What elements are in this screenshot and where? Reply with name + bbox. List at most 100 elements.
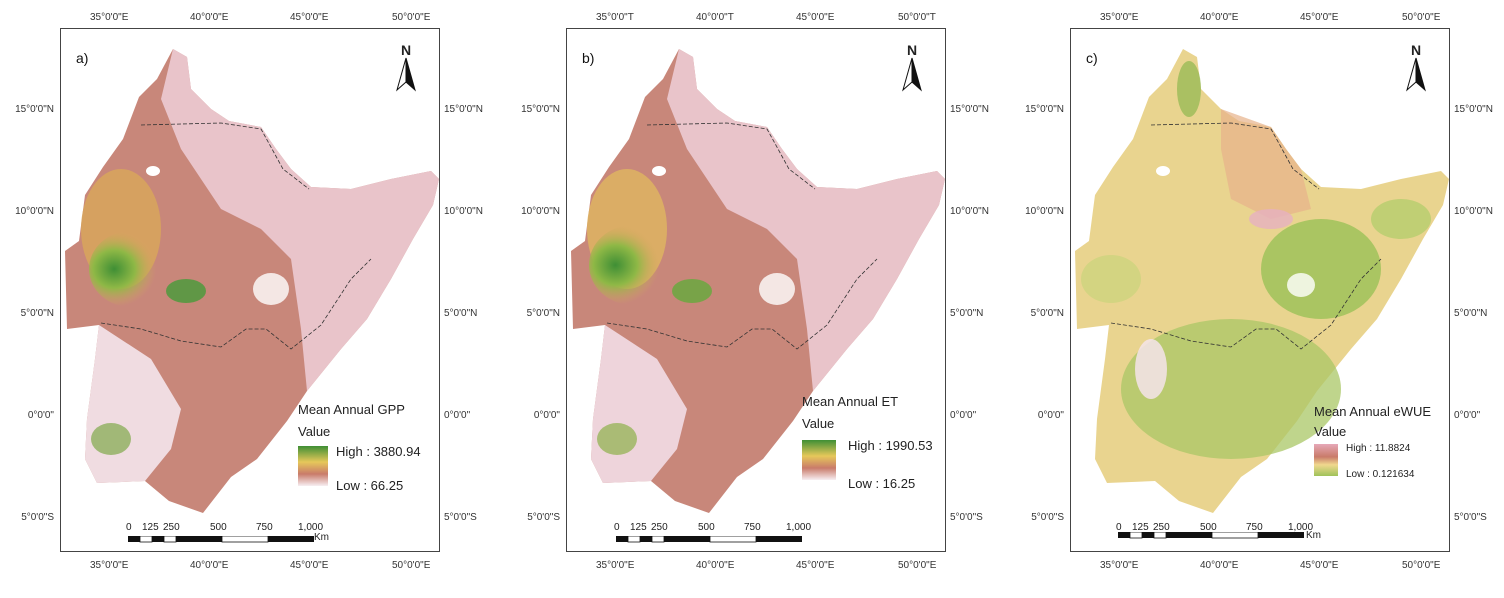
mid-value-area bbox=[1081, 255, 1141, 303]
mid-value-area bbox=[91, 423, 131, 455]
lat-right-label: 10°0'0"N bbox=[1454, 206, 1493, 217]
map-panel-b: 35°0'0"T 40°0'0"T 45°0'0"E 50°0'0"T 15°0… bbox=[506, 0, 989, 598]
low-value-area bbox=[1287, 273, 1315, 297]
panel-letter: c) bbox=[1086, 50, 1098, 66]
panel-letter: a) bbox=[76, 50, 89, 66]
lon-bottom-label: 35°0'0"E bbox=[90, 560, 129, 571]
lat-left-label: 5°0'0"N bbox=[1030, 308, 1064, 319]
lat-left-label: 5°0'0"S bbox=[1031, 512, 1064, 523]
north-arrow-icon: N bbox=[393, 42, 419, 96]
lat-right-label: 5°0'0"N bbox=[950, 308, 984, 319]
lon-bottom-label: 40°0'0"E bbox=[190, 560, 229, 571]
horn-of-africa-map bbox=[1075, 49, 1449, 513]
green-to-pink-ramp-icon bbox=[298, 446, 328, 486]
lon-top-label: 40°0'0"T bbox=[696, 12, 734, 23]
lat-left-label: 15°0'0"N bbox=[15, 104, 54, 115]
lake-tana bbox=[652, 166, 666, 176]
green-to-pink-ramp-icon bbox=[802, 440, 836, 480]
legend-low: Low : 16.25 bbox=[848, 476, 916, 491]
lat-left-label: 5°0'0"S bbox=[21, 512, 54, 523]
lon-top-label: 35°0'0"E bbox=[1100, 12, 1139, 23]
lat-right-label: 5°0'0"S bbox=[950, 512, 983, 523]
legend-title: Mean Annual GPP bbox=[298, 402, 405, 417]
map-frame bbox=[1070, 28, 1450, 552]
lon-bottom-label: 45°0'0"E bbox=[290, 560, 329, 571]
lon-top-label: 40°0'0"E bbox=[190, 12, 229, 23]
lat-left-label: 15°0'0"N bbox=[521, 104, 560, 115]
horn-of-africa-map bbox=[571, 49, 945, 513]
low-value-area bbox=[1135, 339, 1167, 399]
low-value-area bbox=[161, 49, 439, 391]
border-line bbox=[606, 258, 878, 350]
pink-to-green-ramp-icon bbox=[1314, 444, 1338, 476]
lat-right-label: 15°0'0"N bbox=[444, 104, 483, 115]
border-line bbox=[140, 122, 310, 190]
lon-bottom-label: 40°0'0"E bbox=[696, 560, 735, 571]
legend-low: Low : 0.121634 bbox=[1346, 469, 1415, 480]
border-line bbox=[1150, 122, 1320, 190]
lon-bottom-label: 50°0'0"E bbox=[392, 560, 431, 571]
high-value-area bbox=[89, 231, 173, 307]
low-value-area bbox=[253, 273, 289, 305]
lon-top-label: 40°0'0"E bbox=[1200, 12, 1239, 23]
lat-left-label: 5°0'0"S bbox=[527, 512, 560, 523]
border-line bbox=[1110, 258, 1382, 350]
lat-right-label: 10°0'0"N bbox=[444, 206, 483, 217]
lon-top-label: 50°0'0"T bbox=[898, 12, 936, 23]
panel-letter: b) bbox=[582, 50, 595, 66]
lat-left-label: 10°0'0"N bbox=[15, 206, 54, 217]
lon-top-label: 45°0'0"E bbox=[1300, 12, 1339, 23]
lat-left-label: 0°0'0" bbox=[533, 410, 560, 421]
high-value-area bbox=[1177, 61, 1201, 117]
mid-value-area bbox=[1371, 199, 1431, 239]
high-value-area bbox=[672, 279, 712, 303]
lat-right-label: 0°0'0" bbox=[444, 410, 471, 421]
lon-top-label: 50°0'0"E bbox=[1402, 12, 1441, 23]
high-value-area bbox=[166, 279, 206, 303]
lon-bottom-label: 45°0'0"E bbox=[1300, 560, 1339, 571]
lat-left-label: 0°0'0" bbox=[1037, 410, 1064, 421]
lat-right-label: 10°0'0"N bbox=[950, 206, 989, 217]
lon-top-label: 45°0'0"E bbox=[796, 12, 835, 23]
lat-right-label: 15°0'0"N bbox=[1454, 104, 1493, 115]
lon-bottom-label: 40°0'0"E bbox=[1200, 560, 1239, 571]
legend-high: High : 3880.94 bbox=[336, 444, 421, 459]
legend-title: Mean Annual eWUE bbox=[1314, 404, 1432, 419]
north-arrow-icon: N bbox=[899, 42, 925, 96]
lat-left-label: 0°0'0" bbox=[27, 410, 54, 421]
lat-right-label: 5°0'0"S bbox=[1454, 512, 1487, 523]
lat-left-label: 10°0'0"N bbox=[521, 206, 560, 217]
lon-bottom-label: 35°0'0"E bbox=[1100, 560, 1139, 571]
border-line bbox=[100, 258, 372, 350]
lat-left-label: 5°0'0"N bbox=[526, 308, 560, 319]
legend-title: Mean Annual ET bbox=[802, 394, 899, 409]
lat-right-label: 5°0'0"S bbox=[444, 512, 477, 523]
horn-of-africa-map bbox=[65, 49, 439, 513]
legend-subtitle: Value bbox=[1314, 424, 1347, 439]
low-value-area bbox=[667, 49, 945, 391]
legend-high: High : 11.8824 bbox=[1346, 443, 1411, 454]
legend-high: High : 1990.53 bbox=[848, 438, 933, 453]
north-arrow-icon: N bbox=[1403, 42, 1429, 96]
lat-right-label: 5°0'0"N bbox=[444, 308, 478, 319]
low-value-area bbox=[759, 273, 795, 305]
lat-right-label: 15°0'0"N bbox=[950, 104, 989, 115]
lake-tana bbox=[1156, 166, 1170, 176]
low-value-area bbox=[1221, 109, 1311, 219]
lat-right-label: 0°0'0" bbox=[950, 410, 977, 421]
high-value-area bbox=[1261, 219, 1381, 319]
lat-right-label: 0°0'0" bbox=[1454, 410, 1481, 421]
low-value-area bbox=[1249, 209, 1293, 229]
high-value-area bbox=[589, 225, 677, 305]
legend-subtitle: Value bbox=[802, 416, 835, 431]
map-frame bbox=[60, 28, 440, 552]
lon-bottom-label: 35°0'0"E bbox=[596, 560, 635, 571]
mid-value-area bbox=[597, 423, 637, 455]
lat-left-label: 15°0'0"N bbox=[1025, 104, 1064, 115]
legend-subtitle: Value bbox=[298, 424, 331, 439]
lon-top-label: 35°0'0"E bbox=[90, 12, 129, 23]
lon-bottom-label: 50°0'0"E bbox=[1402, 560, 1441, 571]
lat-left-label: 10°0'0"N bbox=[1025, 206, 1064, 217]
lon-top-label: 45°0'0"E bbox=[290, 12, 329, 23]
lake-tana bbox=[146, 166, 160, 176]
